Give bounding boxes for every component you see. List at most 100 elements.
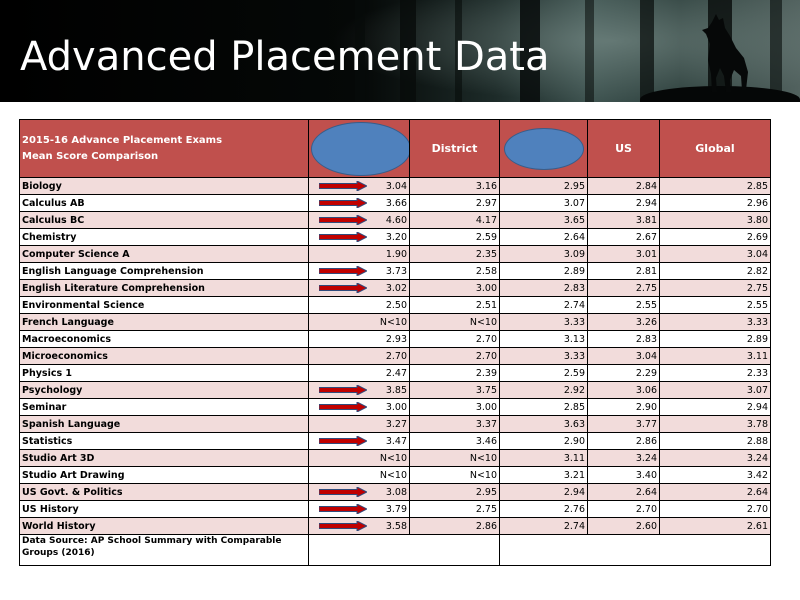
table-row: Physics 1 2.47 2.39 2.59 2.29 2.33 bbox=[19, 364, 771, 382]
state-score-cell: 3.65 bbox=[499, 211, 588, 229]
district-score-cell: 2.70 bbox=[409, 347, 500, 365]
table-row: Environmental Science 2.50 2.51 2.74 2.55 2.5… bbox=[19, 296, 771, 314]
school-score: 3.66 bbox=[385, 197, 407, 209]
data-source-note: Data Source: AP School Summary with Comp… bbox=[19, 534, 309, 566]
us-score-cell: 3.40 bbox=[587, 466, 660, 484]
district-score-cell: 3.00 bbox=[409, 279, 500, 297]
tree-trunk bbox=[520, 0, 540, 102]
school-score: N<10 bbox=[379, 316, 407, 328]
district-score-cell: 2.51 bbox=[409, 296, 500, 314]
us-score-cell: 2.60 bbox=[587, 517, 660, 535]
state-header-cell bbox=[499, 119, 588, 178]
state-score-cell: 3.33 bbox=[499, 313, 588, 331]
district-score-cell: 2.97 bbox=[409, 194, 500, 212]
redaction-oval bbox=[503, 127, 584, 170]
tree-trunk bbox=[400, 0, 416, 102]
rock-ledge bbox=[640, 86, 800, 102]
school-score-cell: 3.73 bbox=[308, 262, 410, 280]
school-score: 3.08 bbox=[385, 486, 407, 498]
wolf-forest-icon bbox=[702, 14, 748, 92]
district-score-cell: 4.17 bbox=[409, 211, 500, 229]
table-row: US History 3.79 2.75 2.76 2.70 2.70 bbox=[19, 500, 771, 518]
us-score-cell: 3.24 bbox=[587, 449, 660, 467]
tree-trunk bbox=[355, 0, 365, 102]
district-score-cell: 2.35 bbox=[409, 245, 500, 263]
table-title-cell: 2015-16 Advance Placement Exams Mean Sco… bbox=[19, 119, 309, 178]
school-score-cell: 3.79 bbox=[308, 500, 410, 518]
subject-cell: US Govt. & Politics bbox=[19, 483, 309, 501]
school-score-cell: 3.20 bbox=[308, 228, 410, 246]
state-score-cell: 3.07 bbox=[499, 194, 588, 212]
school-score: 3.27 bbox=[385, 418, 407, 430]
tree-trunk bbox=[770, 0, 782, 102]
global-score-cell: 2.61 bbox=[659, 517, 771, 535]
school-score-cell: 2.47 bbox=[308, 364, 410, 382]
school-score-cell: 3.02 bbox=[308, 279, 410, 297]
us-score-cell: 3.01 bbox=[587, 245, 660, 263]
school-score: 3.58 bbox=[385, 520, 407, 532]
subject-cell: Macroeconomics bbox=[19, 330, 309, 348]
table-row: English Literature Comprehension 3.02 3.00… bbox=[19, 279, 771, 297]
subject-cell: Calculus BC bbox=[19, 211, 309, 229]
global-score-cell: 2.70 bbox=[659, 500, 771, 518]
right-arrow-icon bbox=[319, 232, 367, 242]
global-score-cell: 3.24 bbox=[659, 449, 771, 467]
us-score-cell: 2.83 bbox=[587, 330, 660, 348]
footer-empty-cell bbox=[308, 534, 500, 566]
table-row: Macroeconomics 2.93 2.70 3.13 2.83 2.89 bbox=[19, 330, 771, 348]
subject-cell: Microeconomics bbox=[19, 347, 309, 365]
right-arrow-icon bbox=[319, 266, 367, 276]
school-score: 2.47 bbox=[385, 367, 407, 379]
us-score-cell: 2.64 bbox=[587, 483, 660, 501]
us-score-cell: 3.77 bbox=[587, 415, 660, 433]
district-score-cell: 2.86 bbox=[409, 517, 500, 535]
school-score: 3.47 bbox=[385, 435, 407, 447]
school-score: 2.70 bbox=[385, 350, 407, 362]
global-score-cell: 2.55 bbox=[659, 296, 771, 314]
table-row: Computer Science A 1.90 2.35 3.09 3.01 3.04 bbox=[19, 245, 771, 263]
school-score: 2.50 bbox=[385, 299, 407, 311]
subject-cell: Biology bbox=[19, 177, 309, 195]
school-score: 1.90 bbox=[385, 248, 407, 260]
us-score-cell: 3.81 bbox=[587, 211, 660, 229]
state-score-cell: 3.63 bbox=[499, 415, 588, 433]
right-arrow-icon bbox=[319, 385, 367, 395]
table-header-row: 2015-16 Advance Placement Exams Mean Sco… bbox=[19, 119, 771, 178]
school-score-cell: 1.90 bbox=[308, 245, 410, 263]
school-score-cell: N<10 bbox=[308, 313, 410, 331]
global-score-cell: 3.42 bbox=[659, 466, 771, 484]
district-score-cell: 2.58 bbox=[409, 262, 500, 280]
school-score: 4.60 bbox=[385, 214, 407, 226]
school-score-cell: 3.47 bbox=[308, 432, 410, 450]
ap-scores-table: 2015-16 Advance Placement Exams Mean Sco… bbox=[19, 119, 771, 566]
table-footer-row: Data Source: AP School Summary with Comp… bbox=[19, 534, 771, 566]
global-score-cell: 2.94 bbox=[659, 398, 771, 416]
us-score-cell: 2.29 bbox=[587, 364, 660, 382]
state-score-cell: 3.13 bbox=[499, 330, 588, 348]
school-score-cell: 3.27 bbox=[308, 415, 410, 433]
table-row: Chemistry 3.20 2.59 2.64 2.67 2.69 bbox=[19, 228, 771, 246]
district-score-cell: N<10 bbox=[409, 466, 500, 484]
us-score-cell: 2.90 bbox=[587, 398, 660, 416]
table-row: Calculus BC 4.60 4.17 3.65 3.81 3.80 bbox=[19, 211, 771, 229]
us-score-cell: 2.75 bbox=[587, 279, 660, 297]
table-title-line2: Mean Score Comparison bbox=[22, 150, 159, 162]
global-score-cell: 2.69 bbox=[659, 228, 771, 246]
subject-cell: English Literature Comprehension bbox=[19, 279, 309, 297]
state-score-cell: 2.74 bbox=[499, 296, 588, 314]
us-score-cell: 3.26 bbox=[587, 313, 660, 331]
global-score-cell: 2.96 bbox=[659, 194, 771, 212]
us-score-cell: 2.67 bbox=[587, 228, 660, 246]
district-header-cell: District bbox=[409, 119, 500, 178]
school-score: 3.00 bbox=[385, 401, 407, 413]
subject-cell: Spanish Language bbox=[19, 415, 309, 433]
district-score-cell: 3.37 bbox=[409, 415, 500, 433]
school-score-cell: 3.08 bbox=[308, 483, 410, 501]
school-score-cell: 2.93 bbox=[308, 330, 410, 348]
us-header-cell: US bbox=[587, 119, 660, 178]
global-score-cell: 2.85 bbox=[659, 177, 771, 195]
right-arrow-icon bbox=[319, 504, 367, 514]
school-score-cell: 3.04 bbox=[308, 177, 410, 195]
school-score: N<10 bbox=[379, 469, 407, 481]
tree-trunk bbox=[585, 0, 594, 102]
